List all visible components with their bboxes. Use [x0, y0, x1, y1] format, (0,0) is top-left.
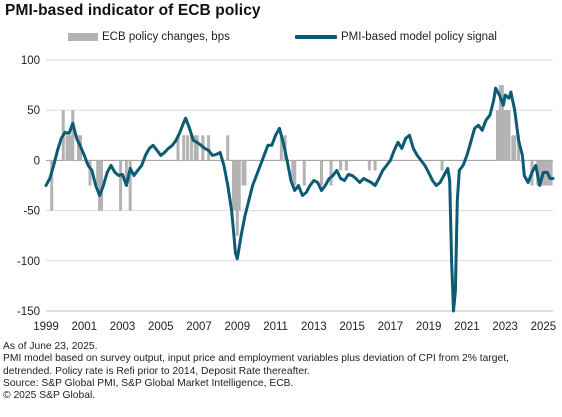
- policy-change-bar: [505, 110, 509, 161]
- policy-change-bar: [367, 160, 371, 171]
- policy-change-bar: [241, 160, 245, 186]
- policy-change-bar: [329, 160, 333, 186]
- policy-change-bar: [293, 160, 297, 186]
- x-tick-label: 2011: [263, 321, 288, 333]
- policy-change-bar: [88, 160, 92, 186]
- x-tick-label: 2009: [225, 321, 251, 333]
- policy-change-bar: [291, 160, 295, 186]
- policy-change-bar: [344, 160, 348, 171]
- chart-title: PMI-based indicator of ECB policy: [5, 2, 261, 19]
- policy-change-bar: [77, 135, 81, 161]
- legend-item-line: PMI-based model policy signal: [295, 31, 497, 43]
- y-tick-label: 100: [21, 55, 40, 67]
- note-source: Source: S&P Global PMI, S&P Global Marke…: [3, 377, 294, 389]
- policy-change-bar: [513, 135, 517, 161]
- policy-change-bar: [99, 160, 103, 211]
- policy-change-bar: [538, 160, 542, 186]
- x-tick-label: 2019: [416, 321, 442, 333]
- policy-change-bar: [237, 160, 241, 211]
- x-tick-label: 2015: [339, 321, 365, 333]
- policy-change-bar: [128, 160, 132, 211]
- x-tick-label: 2007: [186, 321, 212, 333]
- policy-change-bar: [302, 160, 306, 186]
- legend-bars-label: ECB policy changes, bps: [102, 31, 230, 43]
- policy-change-bar: [320, 160, 324, 186]
- policy-change-bar: [339, 160, 343, 171]
- policy-change-bar: [517, 135, 521, 161]
- legend-line-swatch: [295, 35, 337, 39]
- y-tick-label: -150: [17, 306, 40, 318]
- policy-change-bar: [243, 160, 247, 186]
- x-tick-label: 2025: [531, 321, 557, 333]
- x-tick-label: 2021: [454, 321, 480, 333]
- policy-change-bar: [231, 160, 235, 211]
- policy-change-bar: [440, 160, 444, 171]
- y-tick-label: 50: [27, 105, 40, 117]
- y-tick-label: -100: [17, 256, 40, 268]
- policy-change-bar: [50, 160, 54, 211]
- policy-change-bar: [207, 135, 211, 161]
- y-tick-label: 0: [34, 155, 40, 167]
- legend-item-bars: ECB policy changes, bps: [68, 31, 230, 43]
- x-tick-label: 2003: [110, 321, 136, 333]
- legend-bars-swatch: [68, 33, 98, 41]
- x-tick-label: 2001: [71, 321, 97, 333]
- policy-change-bar: [498, 85, 502, 161]
- policy-change-bar: [233, 160, 237, 211]
- policy-change-bar: [182, 135, 186, 161]
- policy-change-bar: [235, 160, 239, 236]
- policy-change-bar: [502, 110, 506, 161]
- policy-change-bar: [511, 135, 515, 161]
- policy-change-bar: [124, 160, 128, 186]
- policy-change-bar: [71, 110, 75, 161]
- policy-change-bar: [373, 160, 377, 171]
- policy-change-bar: [279, 135, 283, 161]
- x-tick-label: 2017: [378, 321, 404, 333]
- policy-change-bar: [67, 135, 71, 161]
- policy-change-bar: [549, 160, 553, 186]
- policy-change-bar: [189, 135, 193, 161]
- policy-change-bar: [195, 135, 199, 161]
- x-tick-label: 1999: [33, 321, 59, 333]
- pmi-policy-signal-line: [44, 86, 555, 313]
- note-asof: As of June 23, 2025.: [3, 341, 98, 352]
- policy-change-bar: [507, 110, 511, 161]
- policy-change-bar: [186, 135, 190, 161]
- policy-change-bar: [96, 160, 100, 186]
- policy-change-bar: [226, 135, 230, 161]
- policy-change-bar: [500, 85, 504, 161]
- x-tick-label: 2005: [148, 321, 174, 333]
- note-method-line2: detrended. Policy rate is Refi prior to …: [3, 365, 310, 377]
- y-tick-label: -50: [23, 206, 40, 218]
- note-method-line1: PMI model based on survey output, input …: [3, 353, 509, 365]
- policy-change-bar: [65, 135, 69, 161]
- policy-change-bar: [496, 110, 500, 161]
- policy-change-bar: [193, 135, 197, 161]
- chart-notes: As of June 23, 2025. PMI model based on …: [3, 341, 509, 402]
- policy-change-bar: [98, 160, 102, 211]
- policy-change-bar: [176, 135, 180, 161]
- legend-line-label: PMI-based model policy signal: [341, 31, 497, 43]
- policy-change-bar: [119, 160, 123, 211]
- x-tick-label: 2023: [492, 321, 518, 333]
- note-copyright: © 2025 S&P Global.: [3, 390, 96, 402]
- policy-change-bar: [69, 135, 73, 161]
- x-tick-label: 2013: [301, 321, 327, 333]
